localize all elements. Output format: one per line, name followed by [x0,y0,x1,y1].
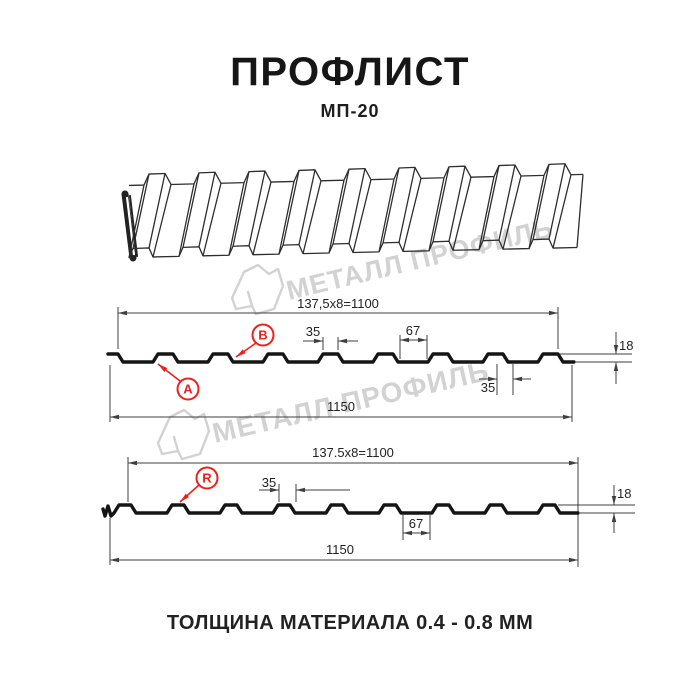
sheet-bottom-edge [128,238,578,259]
rolled-edge-inner [129,195,138,257]
profile-outline [101,503,580,518]
metall-profil-logo-icon [230,263,285,316]
label-b-leader [235,342,257,358]
sheet-rib-lines [128,163,584,258]
sheet-top-edge [128,163,584,187]
profile-section-reverse: 137.5x8=1100 35 67 18 1150 R [101,445,635,567]
page-title: ПРОФЛИСТ [230,50,470,94]
label-r-text: R [202,471,212,486]
metall-profil-logo-icon [156,408,211,461]
sheet-3d-drawing [121,163,584,262]
dim-label-18: 18 [619,338,633,353]
label-r-leader [179,484,200,503]
dim-label-35-top: 35 [306,324,320,339]
label-a-text: А [183,382,193,397]
dim-label-1150: 1150 [326,542,354,557]
label-a-leader [157,363,181,382]
dim-label-18: 18 [617,486,631,501]
label-a-badge [176,377,200,401]
watermark-upper: МЕТАЛЛ ПРОФИЛЬ [215,200,560,325]
profile-outline [106,352,576,364]
dim-label-35: 35 [262,475,276,490]
dim-label-67: 67 [406,323,420,338]
dim-label-1150: 1150 [327,399,355,414]
watermark-lower: МЕТАЛЛ ПРОФИЛЬ [148,355,533,461]
dim-label-67: 67 [409,516,423,531]
label-r-badge [195,466,219,490]
dim-label-1100: 137,5x8=1100 [297,296,379,311]
label-b-badge [251,323,275,347]
product-model: МП-20 [320,101,380,121]
profile-section-front: 137,5x8=1100 35 67 18 35 1150 [106,296,633,422]
dim-label-35-bottom: 35 [481,380,495,395]
label-b-text: В [258,328,267,343]
rolled-edge-highlight [125,196,136,256]
material-thickness-note: ТОЛЩИНА МАТЕРИАЛА 0.4 - 0.8 ММ [166,612,534,634]
dim-label-1100: 137.5x8=1100 [312,445,394,460]
